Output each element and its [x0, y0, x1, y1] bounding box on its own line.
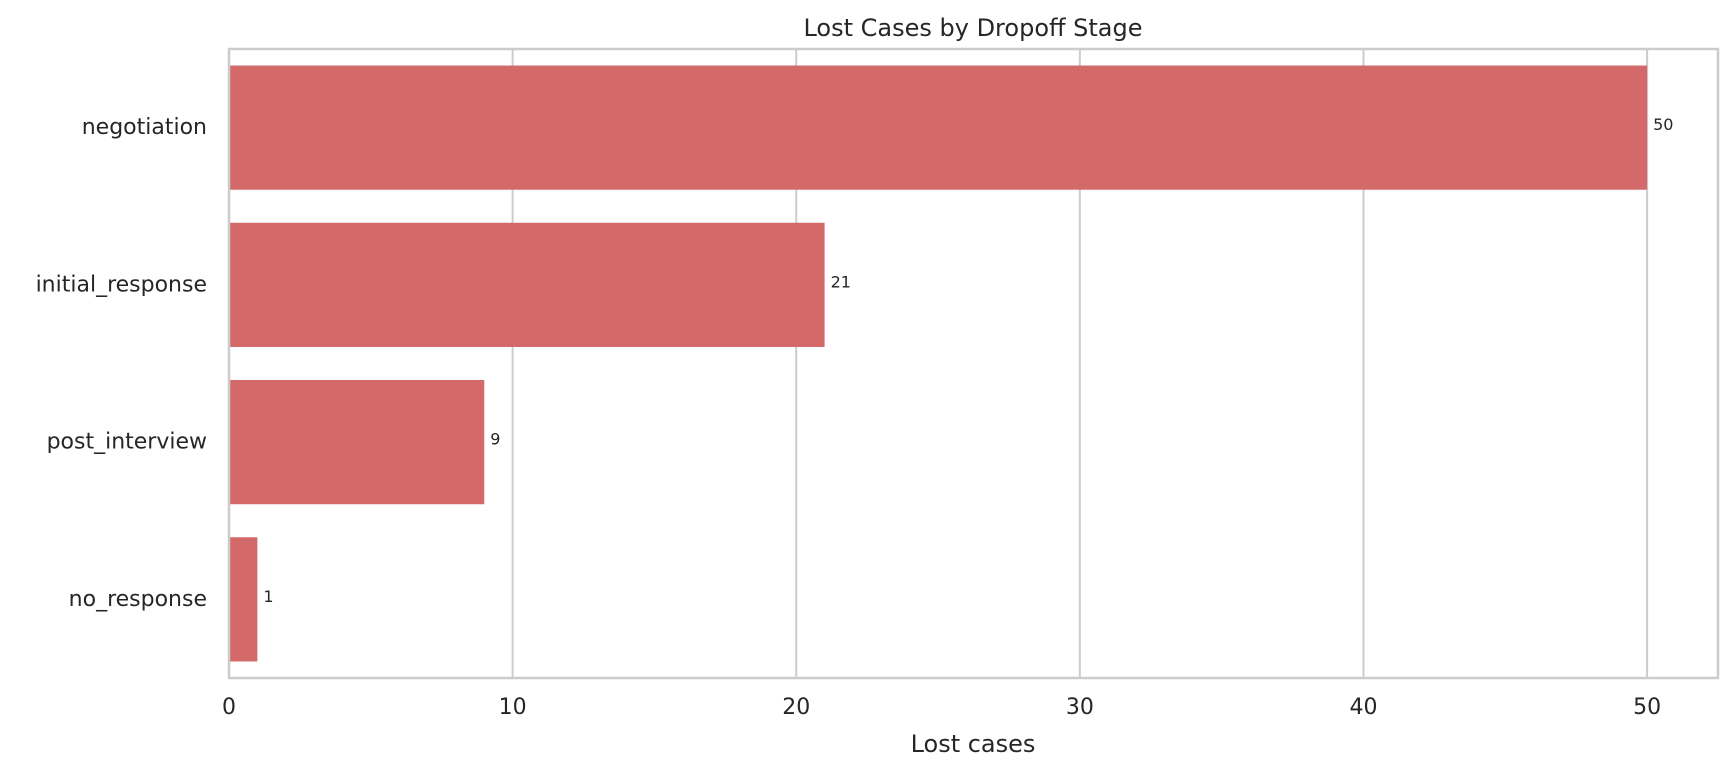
data-labels: 50 21 9 1	[263, 115, 1673, 606]
data-label-negotiation: 50	[1653, 115, 1673, 134]
bars	[229, 65, 1648, 662]
x-tick-label: 10	[499, 695, 527, 720]
y-tick-labels: negotiation initial_response post_intervie…	[36, 115, 207, 612]
plot-frame	[227, 47, 1720, 680]
bar-negotiation	[229, 65, 1648, 190]
x-tick-label: 0	[222, 695, 236, 720]
y-tick-label-no-response: no_response	[69, 587, 207, 612]
x-tick-labels: 0 10 20 30 40 50	[222, 695, 1661, 720]
x-axis-label: Lost cases	[911, 730, 1036, 758]
bar-post-interview	[229, 380, 485, 505]
x-tick-label: 50	[1633, 695, 1661, 720]
y-tick-label-initial-response: initial_response	[36, 272, 207, 297]
x-tick-label: 40	[1349, 695, 1377, 720]
x-tick-label: 30	[1066, 695, 1094, 720]
y-tick-label-negotiation: negotiation	[82, 115, 207, 140]
y-tick-label-post-interview: post_interview	[47, 430, 207, 455]
chart-title: Lost Cases by Dropoff Stage	[803, 14, 1142, 42]
data-label-post-interview: 9	[490, 430, 500, 449]
bar-no-response	[229, 537, 258, 662]
x-tick-label: 20	[782, 695, 810, 720]
bar-initial-response	[229, 222, 825, 347]
data-label-initial-response: 21	[831, 272, 851, 291]
data-label-no-response: 1	[263, 587, 273, 606]
